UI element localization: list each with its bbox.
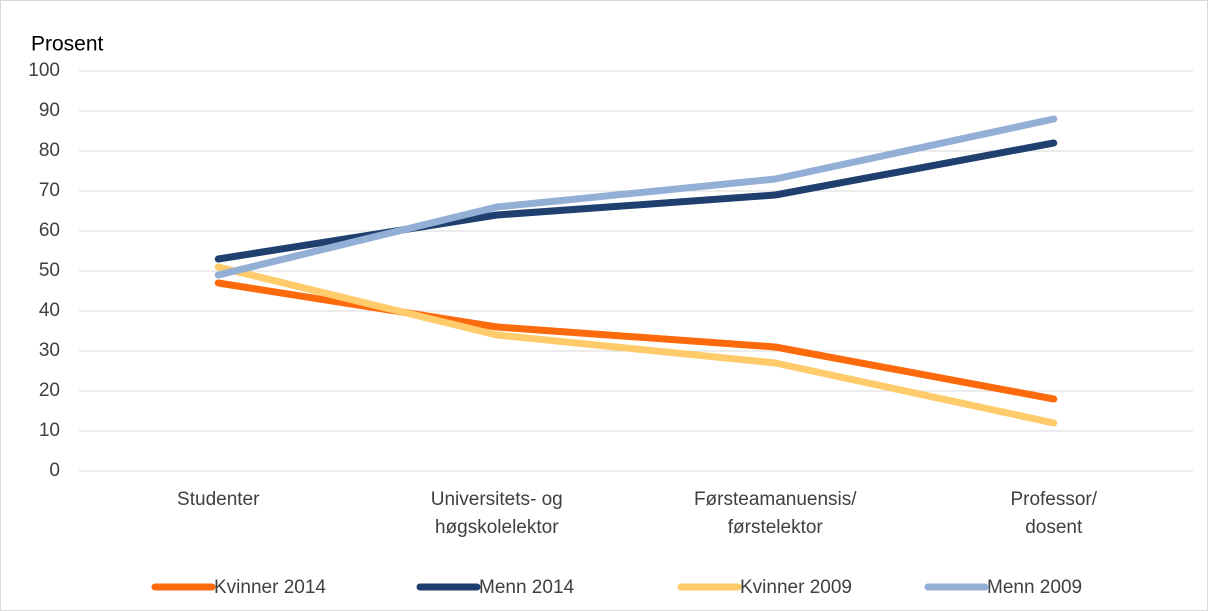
y-tick-label: 40 (39, 300, 60, 321)
legend-label: Kvinner 2014 (214, 577, 326, 598)
series-line (214, 263, 1058, 427)
series-line (214, 115, 1058, 279)
x-tick-label: Førsteamanuensis/førstelektor (694, 489, 857, 538)
legend-label: Kvinner 2009 (740, 577, 852, 598)
y-tick-label: 50 (39, 260, 60, 281)
y-tick-label: 70 (39, 180, 60, 201)
y-tick-label: 90 (39, 100, 60, 121)
y-axis-title: Prosent (31, 33, 104, 56)
legend-label: Menn 2009 (987, 577, 1082, 598)
series-line (214, 279, 1058, 403)
x-tick-label: Professor/dosent (1010, 489, 1097, 538)
x-tick-label: Universitets- og høgskolelektor (431, 489, 563, 538)
y-tick-label: 0 (49, 460, 60, 481)
x-tick-label: Studenter (177, 489, 260, 510)
legend-label: Menn 2014 (479, 577, 575, 598)
series-line (214, 139, 1058, 263)
y-tick-label: 20 (39, 380, 60, 401)
y-tick-label: 80 (39, 140, 60, 161)
y-tick-label: 10 (39, 420, 60, 441)
y-tick-label: 30 (39, 340, 60, 361)
y-tick-label: 100 (28, 60, 60, 81)
y-tick-label: 60 (39, 220, 60, 241)
